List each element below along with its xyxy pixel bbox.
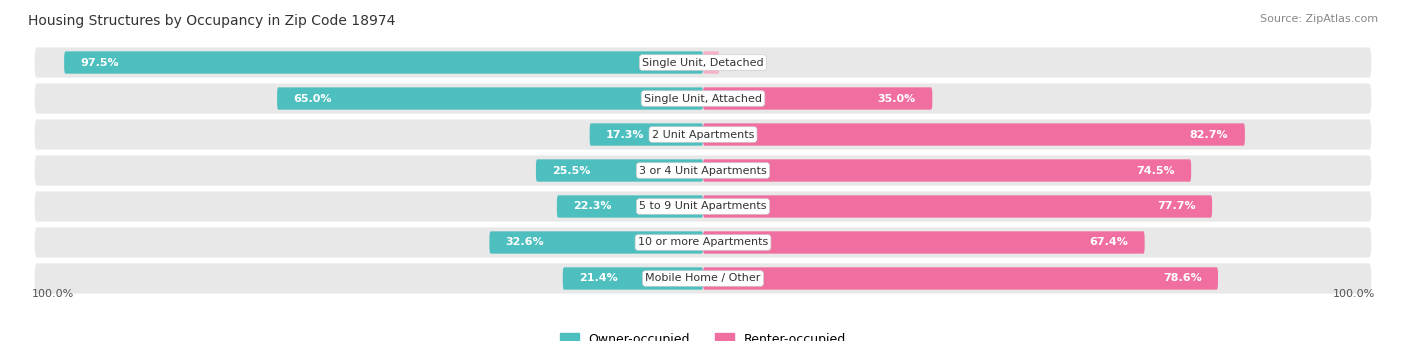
FancyBboxPatch shape — [277, 87, 703, 110]
Text: 82.7%: 82.7% — [1189, 130, 1229, 139]
FancyBboxPatch shape — [489, 231, 703, 254]
Text: 65.0%: 65.0% — [294, 93, 332, 104]
Text: Single Unit, Attached: Single Unit, Attached — [644, 93, 762, 104]
FancyBboxPatch shape — [35, 191, 1371, 222]
Text: 25.5%: 25.5% — [553, 165, 591, 176]
Text: 10 or more Apartments: 10 or more Apartments — [638, 237, 768, 248]
Text: 74.5%: 74.5% — [1136, 165, 1175, 176]
Text: 97.5%: 97.5% — [80, 58, 120, 68]
FancyBboxPatch shape — [35, 84, 1371, 114]
Text: 77.7%: 77.7% — [1157, 202, 1195, 211]
Text: Source: ZipAtlas.com: Source: ZipAtlas.com — [1260, 14, 1378, 24]
Text: Housing Structures by Occupancy in Zip Code 18974: Housing Structures by Occupancy in Zip C… — [28, 14, 395, 28]
Text: 3 or 4 Unit Apartments: 3 or 4 Unit Apartments — [640, 165, 766, 176]
Text: 17.3%: 17.3% — [606, 130, 644, 139]
Text: 2.5%: 2.5% — [730, 58, 758, 68]
FancyBboxPatch shape — [35, 119, 1371, 150]
Text: 32.6%: 32.6% — [506, 237, 544, 248]
FancyBboxPatch shape — [703, 159, 1191, 182]
FancyBboxPatch shape — [703, 267, 1218, 290]
FancyBboxPatch shape — [562, 267, 703, 290]
Text: 2 Unit Apartments: 2 Unit Apartments — [652, 130, 754, 139]
FancyBboxPatch shape — [35, 263, 1371, 294]
FancyBboxPatch shape — [35, 227, 1371, 257]
FancyBboxPatch shape — [35, 155, 1371, 186]
FancyBboxPatch shape — [557, 195, 703, 218]
Text: Single Unit, Detached: Single Unit, Detached — [643, 58, 763, 68]
Text: 22.3%: 22.3% — [574, 202, 612, 211]
FancyBboxPatch shape — [703, 87, 932, 110]
FancyBboxPatch shape — [35, 47, 1371, 78]
FancyBboxPatch shape — [703, 195, 1212, 218]
Text: 5 to 9 Unit Apartments: 5 to 9 Unit Apartments — [640, 202, 766, 211]
Text: 35.0%: 35.0% — [877, 93, 915, 104]
Text: 78.6%: 78.6% — [1163, 273, 1202, 283]
Legend: Owner-occupied, Renter-occupied: Owner-occupied, Renter-occupied — [555, 328, 851, 341]
Text: 100.0%: 100.0% — [31, 290, 73, 299]
FancyBboxPatch shape — [536, 159, 703, 182]
FancyBboxPatch shape — [703, 231, 1144, 254]
FancyBboxPatch shape — [65, 51, 703, 74]
FancyBboxPatch shape — [703, 123, 1244, 146]
Text: Mobile Home / Other: Mobile Home / Other — [645, 273, 761, 283]
FancyBboxPatch shape — [703, 51, 720, 74]
Text: 21.4%: 21.4% — [579, 273, 617, 283]
Text: 100.0%: 100.0% — [1333, 290, 1375, 299]
Text: 67.4%: 67.4% — [1090, 237, 1128, 248]
FancyBboxPatch shape — [589, 123, 703, 146]
